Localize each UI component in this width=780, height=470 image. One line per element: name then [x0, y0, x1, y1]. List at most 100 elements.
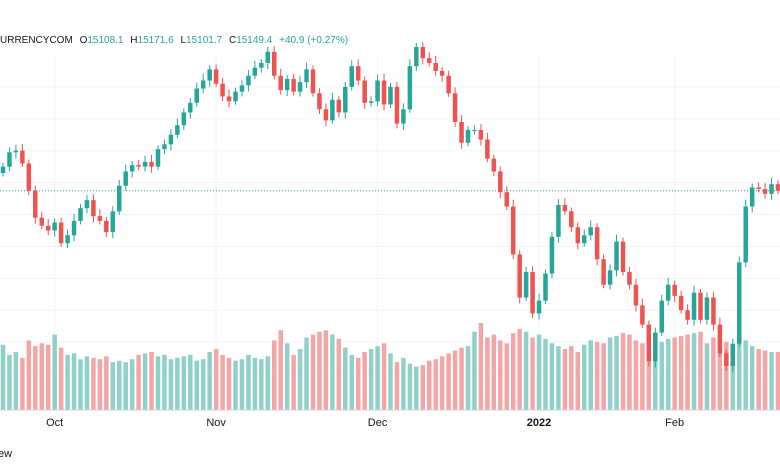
candle-body	[52, 222, 57, 231]
volume-bar	[168, 359, 174, 410]
volume-bar	[188, 354, 193, 410]
volume-bar	[194, 360, 199, 410]
volume-bar	[252, 357, 258, 410]
candle-body	[543, 273, 548, 301]
candle-body	[207, 69, 212, 81]
volume-bar	[58, 347, 64, 410]
candle-body	[155, 149, 161, 167]
volume-bar	[711, 337, 716, 410]
volume-bar	[730, 344, 736, 410]
candle-body	[394, 86, 400, 124]
volume-bar	[368, 349, 374, 410]
candle-body	[769, 184, 774, 194]
volume-bar	[45, 344, 51, 410]
volume-bar	[491, 334, 497, 410]
volume-bar	[259, 359, 264, 410]
low-label: L	[180, 35, 186, 46]
candle-body	[104, 220, 109, 233]
candle-body	[420, 47, 426, 59]
volume-bar	[556, 346, 561, 410]
candle-body	[246, 75, 251, 86]
candle-body	[478, 129, 484, 140]
open-value: 15108.1	[87, 35, 124, 46]
close-label: C	[229, 35, 236, 46]
candle-body	[368, 101, 374, 103]
candle-body	[233, 91, 238, 102]
volume-bar	[749, 346, 755, 410]
volume-bar	[200, 359, 206, 410]
volume-bar	[685, 334, 690, 410]
candle-body	[117, 185, 122, 212]
candle-body	[362, 80, 367, 103]
candle-body	[168, 134, 174, 145]
candle-body	[653, 332, 658, 362]
candle-body	[220, 83, 225, 97]
volume-bar	[304, 337, 309, 410]
volume-bar	[394, 362, 400, 410]
candle-body	[762, 189, 768, 194]
candle-body	[737, 262, 742, 344]
volume-bar	[775, 352, 780, 410]
volume-bar	[659, 341, 664, 410]
volume-bar	[614, 336, 619, 410]
volume-bar	[407, 363, 413, 410]
volume-bar	[498, 340, 503, 410]
volume-bar	[536, 334, 542, 410]
candle-body	[640, 305, 645, 325]
candle-body	[252, 67, 258, 76]
x-tick-label: Oct	[46, 417, 63, 429]
candle-body	[672, 284, 677, 296]
candle-body	[194, 88, 199, 103]
volume-bar	[78, 359, 83, 410]
candle-body	[485, 139, 490, 159]
volume-bar	[155, 356, 161, 410]
candle-body	[756, 187, 761, 189]
volume-bar	[439, 356, 445, 410]
volume-bar	[52, 334, 57, 410]
candle-body	[594, 227, 600, 260]
candle-body	[239, 85, 245, 92]
candle-body	[349, 66, 354, 87]
volume-bar	[665, 338, 671, 410]
candle-body	[136, 165, 141, 167]
candle-body	[491, 158, 497, 172]
candle-body	[401, 109, 406, 124]
volume-bar	[136, 354, 141, 410]
volume-bar	[20, 357, 25, 410]
volume-bar	[175, 357, 180, 410]
candle-body	[556, 204, 561, 237]
volume-bar	[310, 334, 316, 410]
candle-body	[433, 62, 438, 71]
volume-bar	[26, 340, 32, 410]
volume-bar	[330, 334, 335, 410]
candle-body	[58, 222, 64, 244]
candle-body	[504, 192, 509, 207]
candle-body	[84, 200, 90, 209]
candle-body	[129, 165, 135, 172]
volume-bar	[355, 357, 361, 410]
volume-bar	[375, 346, 380, 410]
high-value: 15171.6	[138, 35, 175, 46]
candle-body	[569, 211, 574, 228]
x-tick-label: Nov	[206, 417, 226, 429]
candle-body	[375, 80, 380, 102]
volume-bar	[420, 365, 426, 410]
volume-bar	[517, 328, 522, 410]
candle-body	[627, 271, 632, 285]
candle-body	[381, 80, 387, 105]
candle-body	[284, 78, 290, 91]
volume-bar	[13, 352, 19, 410]
candle-body	[510, 206, 516, 255]
candle-body	[414, 47, 419, 67]
candle-body	[388, 86, 393, 105]
volume-bar	[239, 359, 245, 410]
candle-body	[407, 66, 413, 110]
candle-body	[743, 206, 748, 263]
candle-body	[175, 125, 180, 135]
volume-bar	[39, 343, 44, 410]
volume-bar	[691, 333, 697, 410]
candle-body	[45, 225, 51, 231]
candle-body	[536, 300, 542, 314]
volume-bar	[762, 350, 768, 410]
